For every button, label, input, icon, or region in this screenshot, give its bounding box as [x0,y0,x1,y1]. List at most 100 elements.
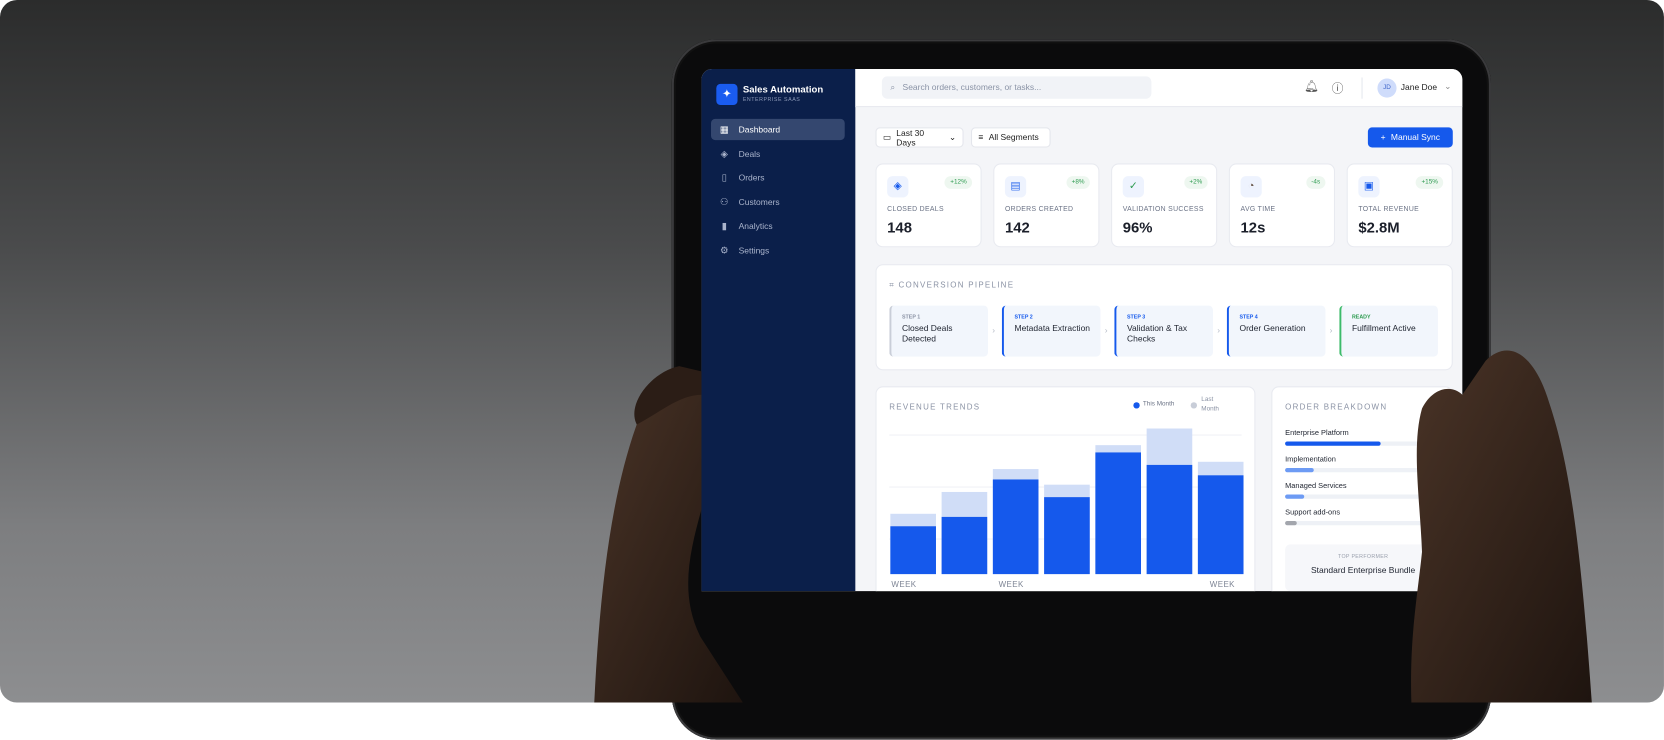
help-icon[interactable]: ⓘ [1331,82,1344,96]
kpi-value: 12s [1240,218,1266,236]
avatar[interactable]: JD [1377,78,1397,98]
step-label: READY [1351,314,1371,321]
pipeline-step[interactable]: STEP 4 Order Generation [1226,305,1326,357]
divider [1361,77,1363,99]
nav-label: Deals [738,149,761,159]
nav-label: Settings [738,245,770,256]
pipeline-step[interactable]: READY Fulfillment Active [1339,305,1438,357]
date-range-label: Last 30 Days [896,127,925,147]
x-tick-label: WEEK [889,579,919,589]
top-performer-box: TOP PERFORMER Standard Enterprise Bundle [1285,544,1442,592]
left-hand [594,373,743,703]
app-name: Sales Automation [742,83,824,95]
bar-this-month [1197,475,1244,575]
bar-this-month [941,516,988,575]
segment-filter[interactable]: ≡ All Segments [970,127,1051,148]
kpi-card: ▣ +15% TOTAL REVENUE $2.8M [1346,163,1453,248]
cash-icon: ▣ [1358,176,1380,198]
kpi-value: 148 [887,218,912,236]
search-placeholder: Search orders, customers, or tasks... [902,82,1042,93]
legend-dot-last-month [1190,402,1198,409]
sidebar-item-customers[interactable]: ⚇ Customers [711,191,845,212]
x-tick-label: WEEK [996,579,1026,589]
step-label: STEP 3 [1126,314,1146,321]
top-performer-value: Standard Enterprise Bundle [1310,565,1416,576]
breakdown-progress [1285,441,1434,446]
bar-this-month [992,479,1039,575]
grid-icon: ▦ [719,123,729,135]
chevron-down-icon: ⌄ [949,132,957,143]
pipeline-step[interactable]: STEP 1 Closed Deals Detected [889,305,988,357]
sidebar-item-analytics[interactable]: ▮ Analytics [711,215,845,236]
step-title: Validation & Tax Checks [1126,323,1188,344]
sidebar-item-settings[interactable]: ⚙ Settings [711,240,845,261]
pipeline-step[interactable]: STEP 2 Metadata Extraction [1001,305,1101,357]
bar-this-month [1146,464,1193,575]
search-input[interactable]: ⌕ Search orders, customers, or tasks... [881,76,1152,99]
pipeline-step[interactable]: STEP 3 Validation & Tax Checks [1114,305,1213,357]
bar-chart-icon: ▮ [721,220,727,231]
delta-badge: -4s [1305,176,1326,189]
order-breakdown-title: ORDER BREAKDOWN [1285,402,1388,412]
nav-label: Orders [738,172,765,182]
revenue-bar-chart [889,428,1244,575]
gear-icon: ⚙ [719,244,729,256]
breakdown-label: Enterprise Platform [1285,429,1349,438]
bar-this-month [1095,452,1142,575]
handshake-icon: ◈ [887,176,909,198]
step-label: STEP 4 [1239,314,1258,321]
kpi-value: 96% [1122,218,1153,236]
step-label: STEP 2 [1014,314,1033,321]
chevron-right-icon: › [1217,325,1221,336]
x-tick-label: WEEK [1207,579,1238,589]
date-range-select[interactable]: ▭ Last 30 Days ⌄ [875,127,964,148]
app-subtitle: ENTERPRISE SAAS [742,96,801,103]
sidebar-item-deals[interactable]: ◈ Deals [711,143,845,164]
breakdown-label: Support add-ons [1285,509,1341,517]
sidebar-item-orders[interactable]: ▯ Orders [711,167,845,188]
breakdown-fill [1285,494,1305,499]
conversion-pipeline-card: ⌗ CONVERSION PIPELINE STEP 1 Closed Deal… [875,264,1453,371]
sidebar-item-dashboard[interactable]: ▦ Dashboard [711,118,845,141]
delta-badge: +15% [1416,176,1444,189]
kpi-card: ◈ +12% CLOSED DEALS 148 [875,163,982,248]
kpi-card: ✓ +2% VALIDATION SUCCESS 96% [1111,163,1218,248]
breakdown-fill [1285,467,1314,473]
kpi-label: ORDERS CREATED [1004,205,1074,214]
breakdown-label: Managed Services [1285,482,1347,491]
bar-this-month [1044,497,1090,575]
delta-badge: +12% [944,176,973,189]
nav-label: Customers [738,196,780,207]
breakdown-fill [1285,521,1297,526]
left-finger [634,366,702,425]
nav-label: Analytics [738,221,773,231]
delta-badge: +2% [1184,176,1208,189]
legend-dot-this-month [1133,402,1140,409]
breakdown-progress [1285,521,1434,526]
sync-label: Manual Sync [1390,132,1440,143]
nav-label: Dashboard [738,124,781,135]
pipeline-title: ⌗ CONVERSION PIPELINE [889,280,1014,291]
delta-badge: +8% [1066,176,1090,189]
calendar-icon: ▭ [882,132,891,143]
legend-this-month: This Month [1142,401,1175,408]
check-circle-icon: ✓ [1122,176,1144,198]
step-title: Fulfillment Active [1351,323,1416,334]
speedometer-icon: ◔ [1240,176,1262,198]
sparkle-logo-icon: ✦ [716,83,738,106]
plus-icon: + [1380,132,1386,143]
breakdown-progress [1285,467,1434,473]
user-name[interactable]: Jane Doe [1400,82,1438,93]
users-icon: ⚇ [719,195,729,207]
chevron-down-icon[interactable]: ⌄ [1444,81,1452,92]
chevron-right-icon: › [992,325,996,336]
breakdown-fill [1285,441,1381,446]
top-performer-label: TOP PERFORMER [1337,553,1389,561]
bell-icon[interactable]: 🔔︎ [1304,80,1320,94]
chevron-right-icon: › [1329,325,1333,336]
search-icon: ⌕ [890,82,896,92]
manual-sync-button[interactable]: + Manual Sync [1367,127,1453,148]
step-label: STEP 1 [902,314,921,321]
kpi-value: 142 [1004,218,1030,236]
legend-last-month: Last Month [1201,396,1219,413]
